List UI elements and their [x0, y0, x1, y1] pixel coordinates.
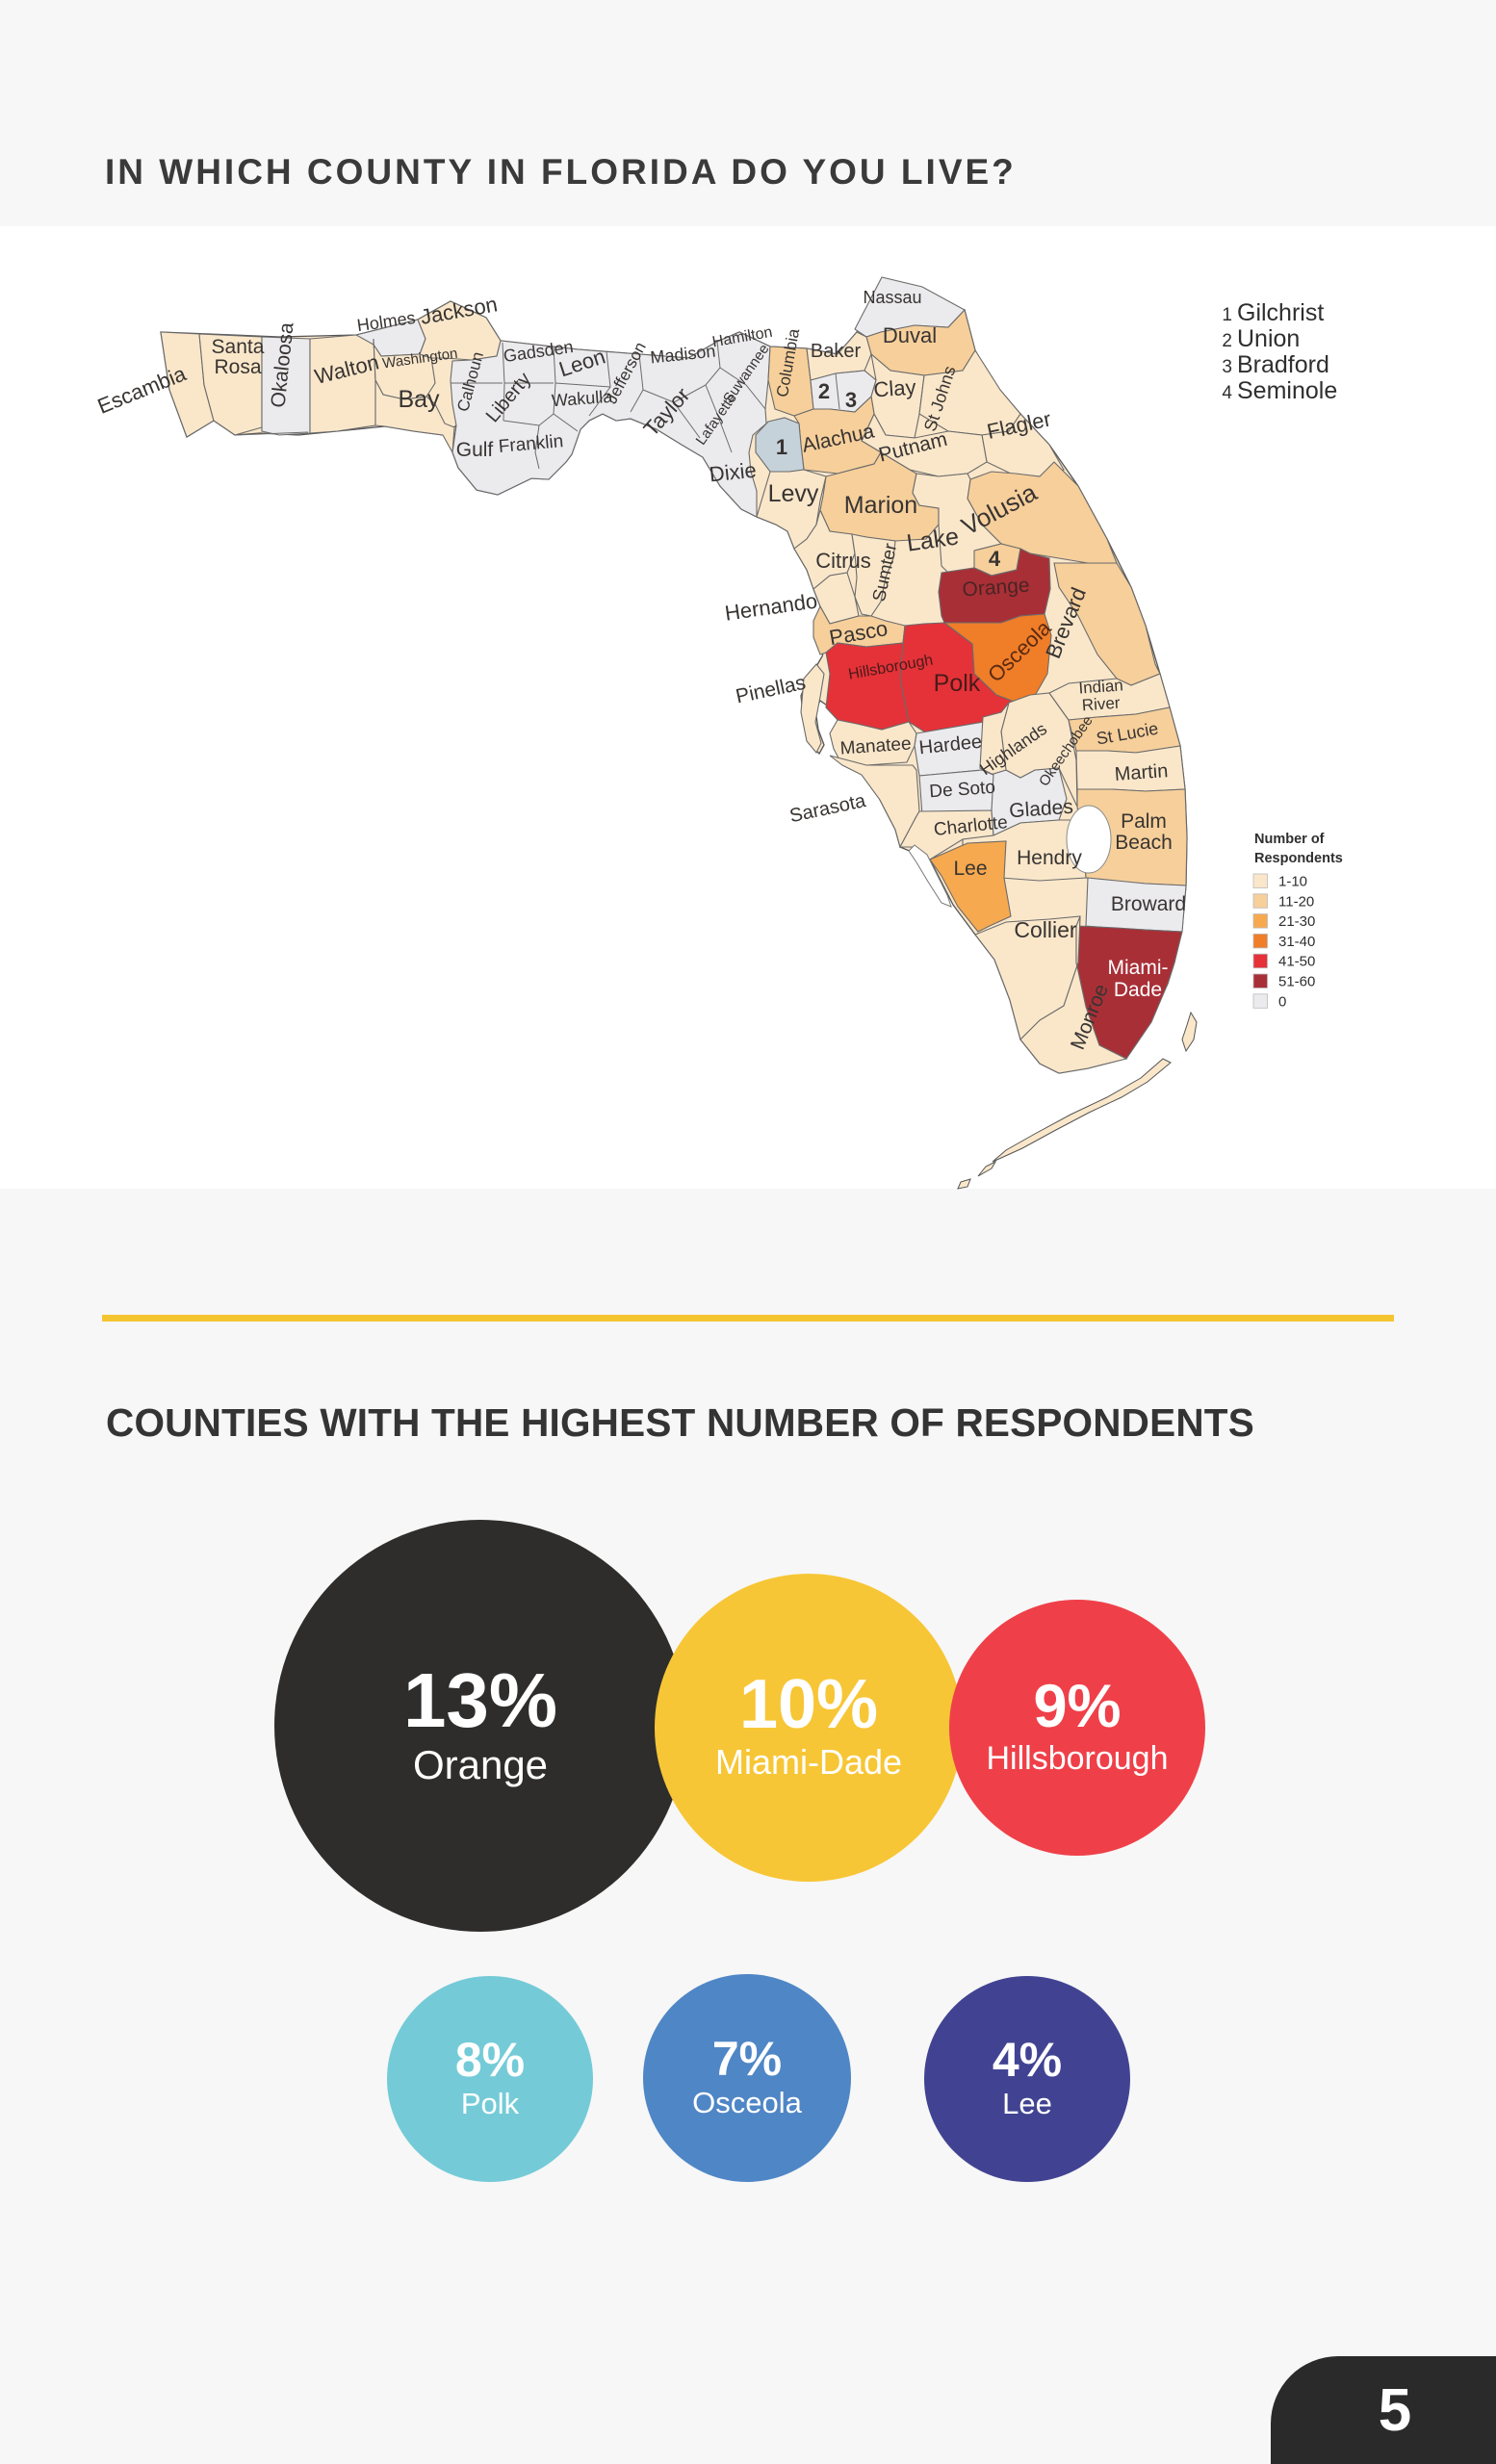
svg-text:Baker: Baker [811, 341, 862, 362]
svg-text:0: 0 [1278, 993, 1286, 1010]
svg-text:Miami-: Miami- [1108, 957, 1169, 979]
svg-text:Wakulla: Wakulla [551, 387, 614, 410]
svg-text:4: 4 [989, 547, 1001, 571]
svg-text:Indian: Indian [1078, 676, 1124, 697]
svg-text:Collier: Collier [1014, 917, 1077, 942]
svg-text:River: River [1081, 694, 1121, 715]
svg-text:Martin: Martin [1114, 760, 1169, 785]
svg-text:Marion: Marion [844, 492, 917, 519]
svg-text:2: 2 [818, 379, 830, 403]
svg-text:Seminole: Seminole [1237, 377, 1337, 404]
svg-text:Gulf: Gulf [456, 439, 494, 461]
svg-text:Rosa: Rosa [214, 356, 261, 378]
svg-text:1: 1 [776, 435, 787, 459]
svg-text:41-50: 41-50 [1278, 954, 1315, 970]
svg-text:Nassau: Nassau [863, 288, 921, 307]
svg-text:Union: Union [1237, 325, 1300, 352]
svg-text:Number of: Number of [1254, 832, 1325, 847]
svg-text:Santa: Santa [212, 336, 265, 358]
svg-text:51-60: 51-60 [1278, 974, 1315, 990]
svg-text:Dade: Dade [1114, 979, 1162, 1001]
svg-text:Glades: Glades [1009, 796, 1074, 823]
svg-text:1: 1 [1222, 305, 1232, 325]
svg-text:Pinellas: Pinellas [734, 672, 808, 708]
svg-text:Duval: Duval [883, 323, 937, 347]
svg-text:1-10: 1-10 [1278, 874, 1307, 890]
svg-text:Gilchrist: Gilchrist [1237, 299, 1324, 326]
svg-text:2: 2 [1222, 331, 1232, 351]
svg-text:Palm: Palm [1121, 810, 1167, 833]
svg-text:Bay: Bay [398, 386, 440, 413]
svg-text:Citrus: Citrus [815, 549, 870, 573]
svg-text:Bradford: Bradford [1237, 351, 1329, 378]
svg-text:Clay: Clay [873, 375, 917, 402]
svg-text:Broward: Broward [1111, 893, 1186, 915]
svg-text:Sarasota: Sarasota [787, 790, 868, 827]
svg-text:Beach: Beach [1115, 832, 1173, 854]
svg-text:De Soto: De Soto [929, 778, 996, 803]
svg-text:4: 4 [1222, 383, 1232, 403]
svg-text:31-40: 31-40 [1278, 934, 1315, 950]
svg-text:Polk: Polk [934, 670, 981, 697]
svg-text:3: 3 [845, 388, 857, 412]
svg-text:Hendry: Hendry [1017, 847, 1082, 869]
svg-text:Dixie: Dixie [709, 458, 758, 487]
svg-text:21-30: 21-30 [1278, 913, 1315, 930]
svg-text:Respondents: Respondents [1254, 851, 1343, 866]
svg-text:3: 3 [1222, 357, 1232, 377]
svg-text:Levy: Levy [768, 480, 819, 507]
svg-text:Hernando: Hernando [723, 588, 818, 625]
svg-text:Manatee: Manatee [839, 733, 912, 758]
svg-text:Orange: Orange [962, 575, 1030, 602]
svg-text:Lee: Lee [953, 858, 987, 880]
svg-text:11-20: 11-20 [1278, 893, 1314, 910]
